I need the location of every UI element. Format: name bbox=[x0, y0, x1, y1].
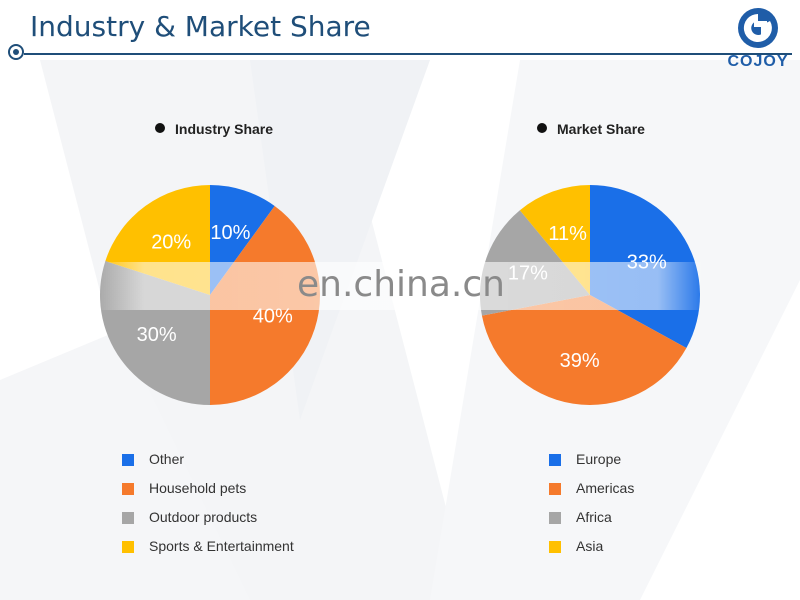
pie-data-label: 39% bbox=[560, 350, 600, 372]
legend-swatch bbox=[549, 454, 561, 466]
legend-label: Africa bbox=[576, 509, 612, 525]
pie-data-label: 20% bbox=[151, 232, 191, 254]
brand-name: COJOY bbox=[727, 53, 789, 70]
legend-item: Sports & Entertainment bbox=[122, 538, 294, 567]
legend-item: Other bbox=[122, 451, 294, 480]
bullet-icon bbox=[155, 123, 165, 133]
legend-label: Sports & Entertainment bbox=[149, 538, 294, 554]
legend-item: Africa bbox=[549, 509, 634, 538]
header-divider bbox=[24, 53, 792, 55]
legend-item: Household pets bbox=[122, 480, 294, 509]
pie-data-label: 30% bbox=[137, 324, 177, 346]
header-ring-icon bbox=[8, 44, 24, 60]
page-title: Industry & Market Share bbox=[30, 10, 371, 43]
cojoy-logo-icon bbox=[738, 8, 778, 48]
pie-data-label: 10% bbox=[210, 222, 250, 244]
legend-swatch bbox=[122, 512, 134, 524]
watermark-band: en.china.cn bbox=[95, 262, 707, 310]
legend-item: Europe bbox=[549, 451, 634, 480]
market-legend: Europe Americas Africa Asia bbox=[549, 451, 634, 567]
pie-data-label: 11% bbox=[548, 223, 587, 245]
industry-chart-title-text: Industry Share bbox=[175, 121, 274, 137]
legend-item: Americas bbox=[549, 480, 634, 509]
legend-label: Household pets bbox=[149, 480, 247, 496]
legend-item: Asia bbox=[549, 538, 634, 567]
legend-swatch bbox=[549, 512, 561, 524]
market-chart-title: Market Share bbox=[537, 121, 645, 137]
watermark-text: en.china.cn bbox=[297, 264, 505, 305]
legend-swatch bbox=[122, 483, 134, 495]
market-chart-title-text: Market Share bbox=[557, 121, 645, 137]
legend-label: Americas bbox=[576, 480, 635, 496]
industry-chart-title: Industry Share bbox=[155, 121, 273, 137]
legend-label: Asia bbox=[576, 538, 604, 554]
brand-logo: COJOY bbox=[723, 3, 793, 75]
legend-swatch bbox=[122, 454, 134, 466]
legend-swatch bbox=[122, 541, 134, 553]
bullet-icon bbox=[537, 123, 547, 133]
legend-label: Other bbox=[149, 451, 185, 467]
pie-data-label: 40% bbox=[253, 305, 293, 327]
legend-swatch bbox=[549, 483, 561, 495]
legend-swatch bbox=[549, 541, 561, 553]
legend-label: Outdoor products bbox=[149, 509, 258, 525]
legend-label: Europe bbox=[576, 451, 622, 467]
pie-slice-americas bbox=[481, 295, 687, 405]
legend-item: Outdoor products bbox=[122, 509, 294, 538]
industry-legend: Other Household pets Outdoor products Sport… bbox=[122, 451, 294, 567]
